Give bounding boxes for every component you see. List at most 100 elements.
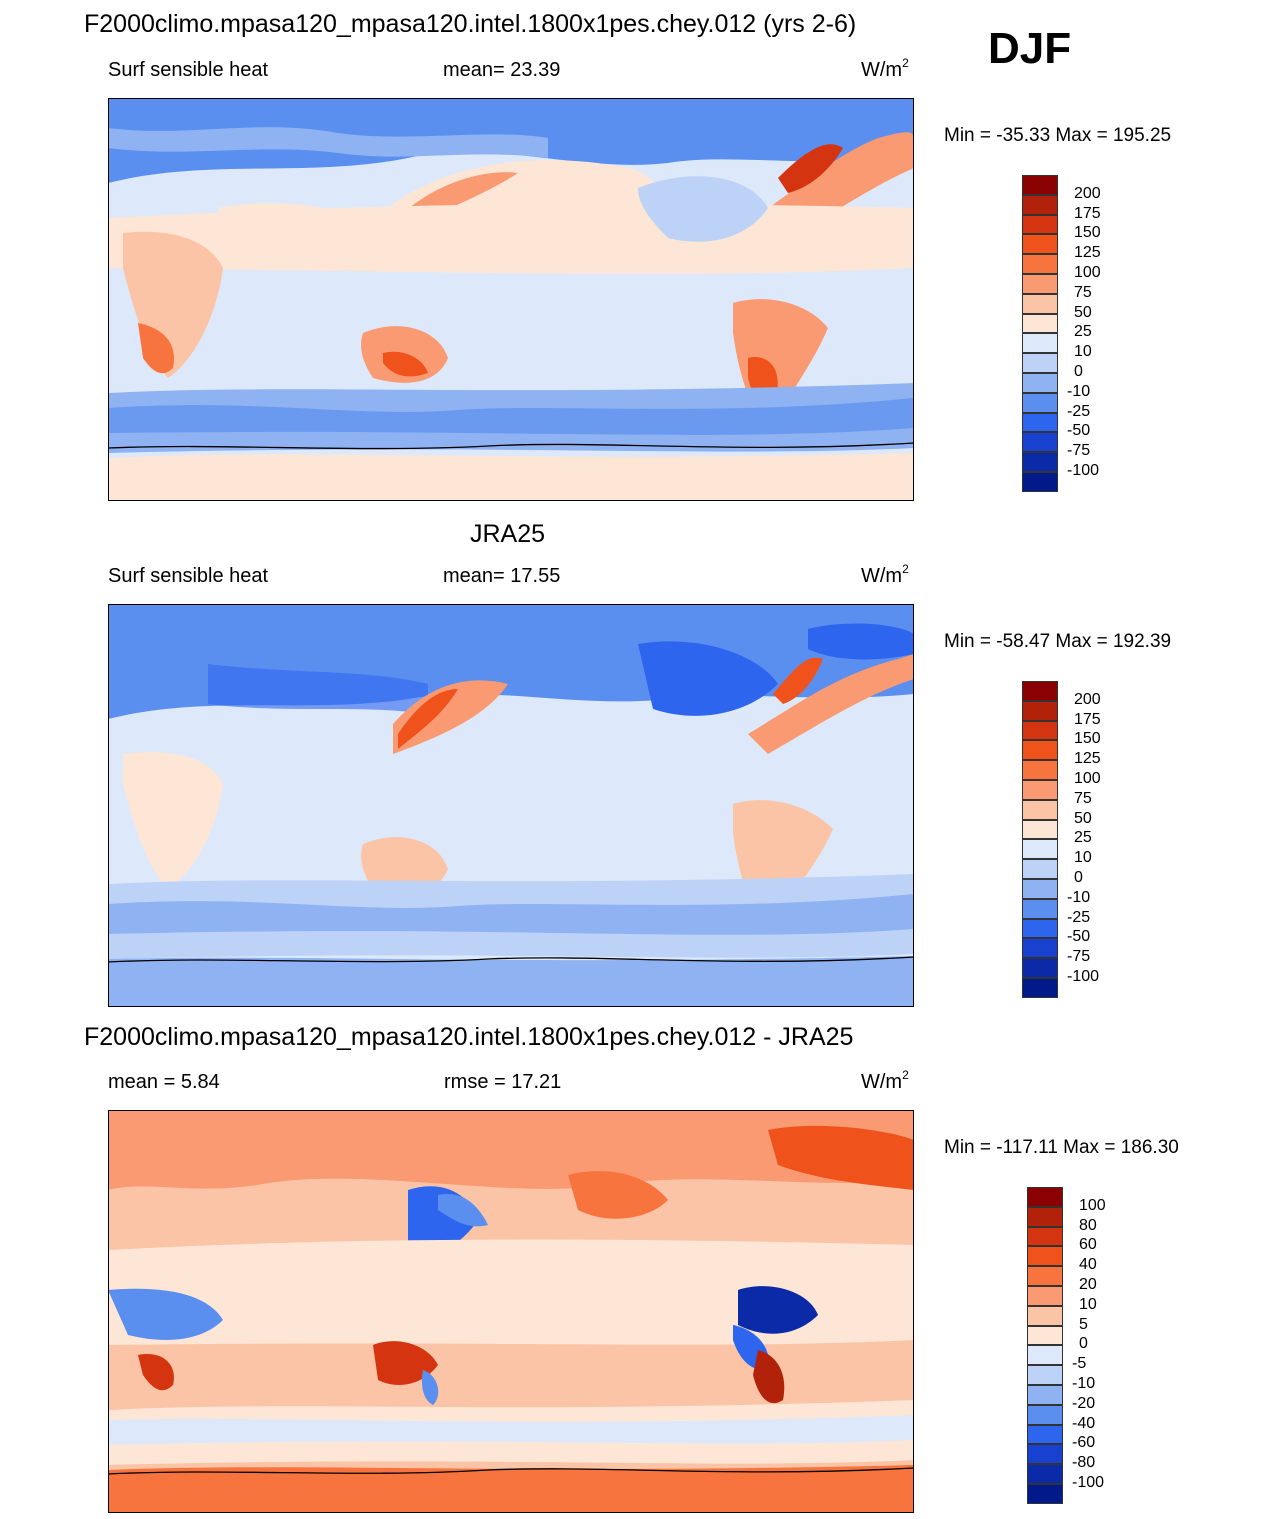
colorbar-segment <box>1022 353 1058 373</box>
colorbar-segment <box>1027 1266 1063 1286</box>
colorbar-segment <box>1022 194 1058 215</box>
colorbar-tick-label: -50 <box>1067 928 1091 946</box>
colorbar-tick-label: 100 <box>1079 1196 1106 1214</box>
panel1-units-label: W/m2 <box>861 56 909 81</box>
panel2-variable-label: Surf sensible heat <box>108 565 269 587</box>
colorbar-segment <box>1022 373 1058 393</box>
colorbar-tick-label: -25 <box>1067 908 1091 926</box>
panel1-variable-label: Surf sensible heat <box>108 59 269 81</box>
colorbar-segment <box>1022 700 1058 721</box>
colorbar-tick-label: -10 <box>1072 1375 1096 1392</box>
colorbar-segment <box>1027 1464 1063 1484</box>
colorbar-segment <box>1027 1246 1063 1267</box>
panel2-colorbar: 200 175 150 125 100 75 50 25 10 0 -10 -25 -50 -75 -100 <box>1022 681 1101 998</box>
colorbar-segment <box>1027 1484 1063 1504</box>
colorbar-segment <box>1022 780 1058 800</box>
colorbar-segment <box>1022 978 1058 998</box>
colorbar-segment <box>1022 452 1058 472</box>
panel1-colorbar: 200 175 150 125 100 75 50 25 10 0 -10 -25 -50 -75 -100 <box>1022 175 1101 492</box>
colorbar-tick-label: 100 <box>1074 770 1101 787</box>
colorbar-segment <box>1022 879 1058 899</box>
colorbar-tick-label: -50 <box>1067 422 1091 440</box>
colorbar-segment <box>1022 839 1058 860</box>
colorbar-tick-label: -75 <box>1067 948 1091 966</box>
colorbar-tick-label: 25 <box>1074 323 1092 341</box>
colorbar-tick-label: -80 <box>1072 1454 1096 1472</box>
colorbar-segment <box>1022 819 1058 840</box>
colorbar-tick-label: -40 <box>1072 1414 1096 1432</box>
colorbar-segment <box>1022 720 1058 741</box>
colorbar-segment <box>1022 958 1058 978</box>
colorbar-segment <box>1022 760 1058 780</box>
colorbar-segment <box>1022 333 1058 354</box>
colorbar-tick-label: 10 <box>1079 1295 1097 1313</box>
colorbar-segment <box>1027 1286 1063 1306</box>
colorbar-tick-label: 200 <box>1074 690 1101 708</box>
colorbar-segment <box>1022 234 1058 255</box>
colorbar-segment <box>1022 740 1058 761</box>
colorbar-tick-label: -20 <box>1072 1394 1096 1412</box>
colorbar-tick-label: 0 <box>1074 363 1083 380</box>
colorbar-segment <box>1022 214 1058 235</box>
panel1-minmax: Min = -35.33 Max = 195.25 <box>944 125 1172 146</box>
colorbar-segment <box>1027 1226 1063 1247</box>
colorbar-segment <box>1027 1404 1063 1425</box>
colorbar-segment <box>1027 1385 1063 1405</box>
colorbar-segment <box>1022 254 1058 274</box>
colorbar-segment <box>1022 898 1058 919</box>
colorbar-tick-label: 50 <box>1074 303 1092 321</box>
colorbar-tick-label: 175 <box>1074 204 1101 222</box>
colorbar-segment <box>1022 472 1058 492</box>
colorbar-tick-label: 40 <box>1079 1256 1097 1274</box>
colorbar-tick-label: -25 <box>1067 402 1091 420</box>
colorbar-tick-label: -75 <box>1067 442 1091 460</box>
colorbar-segment <box>1022 918 1058 939</box>
colorbar-tick-label: 75 <box>1074 789 1092 807</box>
panel3-units-label: W/m2 <box>861 1068 909 1093</box>
panel3-title: F2000climo.mpasa120_mpasa120.intel.1800x… <box>84 1023 854 1051</box>
colorbar-tick-label: -60 <box>1072 1434 1096 1452</box>
colorbar-tick-label: -100 <box>1072 1474 1105 1491</box>
colorbar-segment <box>1027 1444 1063 1465</box>
colorbar-tick-label: -100 <box>1067 462 1100 479</box>
panel3-map <box>108 1110 914 1513</box>
colorbar-tick-label: 100 <box>1074 264 1101 281</box>
panel3-colorbar: 100 80 60 40 20 10 5 0 -5 -10 -20 -40 -60 -80 -100 <box>1027 1187 1106 1504</box>
panel2-map <box>108 604 914 1007</box>
panel2-title: JRA25 <box>470 520 546 548</box>
colorbar-tick-label: 5 <box>1079 1315 1088 1333</box>
panel3-minmax: Min = -117.11 Max = 186.30 <box>944 1137 1179 1158</box>
colorbar-tick-label: 0 <box>1079 1335 1088 1353</box>
colorbar-segment <box>1022 175 1058 195</box>
colorbar-segment <box>1027 1365 1063 1385</box>
colorbar-segment <box>1022 392 1058 413</box>
colorbar-tick-label: 10 <box>1074 343 1092 361</box>
colorbar-segment <box>1022 274 1058 294</box>
colorbar-tick-label: 125 <box>1074 244 1101 262</box>
panel2-minmax: Min = -58.47 Max = 192.39 <box>944 631 1172 652</box>
colorbar-segment <box>1027 1305 1063 1326</box>
colorbar-tick-label: 80 <box>1079 1216 1097 1234</box>
colorbar-tick-label: 50 <box>1074 809 1092 827</box>
colorbar-segment <box>1022 412 1058 433</box>
colorbar-segment <box>1027 1187 1063 1207</box>
colorbar-segment <box>1022 799 1058 820</box>
colorbar-tick-label: -10 <box>1067 382 1091 400</box>
colorbar-tick-label: -100 <box>1067 968 1100 985</box>
panel2-mean-label: mean= 17.55 <box>443 565 561 587</box>
colorbar-segment <box>1027 1345 1063 1366</box>
panel2-units-label: W/m2 <box>861 562 909 587</box>
colorbar-tick-label: 150 <box>1074 730 1101 748</box>
colorbar-tick-label: 20 <box>1079 1276 1097 1293</box>
colorbar-tick-label: 200 <box>1074 184 1101 202</box>
season-label: DJF <box>988 24 1072 73</box>
colorbar-segment <box>1027 1206 1063 1227</box>
colorbar-segment <box>1022 313 1058 334</box>
colorbar-tick-label: 150 <box>1074 224 1101 242</box>
colorbar-tick-label: 25 <box>1074 829 1092 847</box>
colorbar-segment <box>1022 681 1058 701</box>
panel1-mean-label: mean= 23.39 <box>443 59 561 81</box>
panel1-title: F2000climo.mpasa120_mpasa120.intel.1800x… <box>84 10 857 38</box>
colorbar-segment <box>1027 1325 1063 1346</box>
colorbar-tick-label: 125 <box>1074 750 1101 768</box>
